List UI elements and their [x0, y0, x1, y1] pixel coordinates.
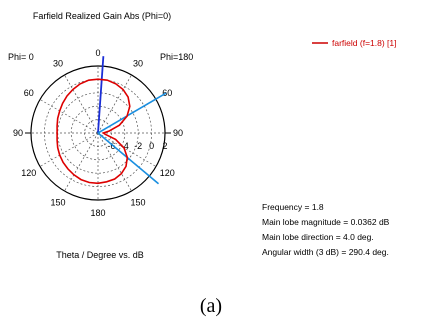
angle-tick-label: 180: [90, 208, 105, 218]
x-axis-label: Theta / Degree vs. dB: [56, 250, 144, 260]
radial-tick-label: -6: [107, 141, 115, 151]
angle-tick-label: 90: [173, 128, 183, 138]
beamwidth-marker: [97, 92, 167, 134]
grid-spoke: [97, 74, 132, 134]
grid-spoke: [64, 132, 99, 192]
angle-tick-label: 30: [53, 59, 63, 69]
figure-caption: (a): [200, 295, 222, 317]
info-frequency: Frequency = 1.8: [262, 202, 324, 212]
chart-title: Farfield Realized Gain Abs (Phi=0): [33, 11, 171, 21]
grid-spoke: [64, 74, 99, 134]
grid-spoke: [39, 132, 99, 167]
angle-tick-label: 30: [133, 59, 143, 69]
angle-tick-label: 150: [50, 197, 65, 207]
radial-tick-label: -2: [134, 141, 142, 151]
angle-tick-labels: 0 30 60 90 120 150 180 150 120 90 60 30: [13, 48, 183, 218]
angle-tick-label: 120: [21, 168, 36, 178]
main-lobe-marker: [97, 56, 105, 134]
radial-tick-label: 2: [162, 141, 167, 151]
phi-left-label: Phi= 0: [8, 52, 34, 62]
legend-label: farfield (f=1.8) [1]: [332, 38, 397, 48]
radial-tick-label: 0: [149, 141, 154, 151]
grid-spoke: [39, 99, 99, 134]
radial-tick-labels: -6 -4 -2 0 2: [107, 141, 167, 151]
angle-tick-label: 60: [24, 88, 34, 98]
info-main-lobe-direction: Main lobe direction = 4.0 deg.: [262, 232, 374, 242]
angle-tick-label: 90: [13, 128, 23, 138]
radial-tick-label: -4: [121, 141, 129, 151]
lobe-markers: [97, 56, 167, 185]
grid-ring: [70, 105, 126, 161]
grid-spoke: [97, 132, 157, 167]
beamwidth-marker: [97, 132, 160, 185]
info-main-lobe-magnitude: Main lobe magnitude = 0.0362 dB: [262, 217, 390, 227]
grid-spoke: [97, 132, 132, 192]
angle-tick-label: 150: [130, 197, 145, 207]
phi-right-label: Phi=180: [160, 52, 193, 62]
angle-tick-label: 0: [95, 48, 100, 58]
angle-tick-label: 120: [160, 168, 175, 178]
info-angular-width: Angular width (3 dB) = 290.4 deg.: [262, 247, 389, 257]
series-line-farfield: [56, 78, 131, 185]
angle-tick-label: 60: [162, 88, 172, 98]
